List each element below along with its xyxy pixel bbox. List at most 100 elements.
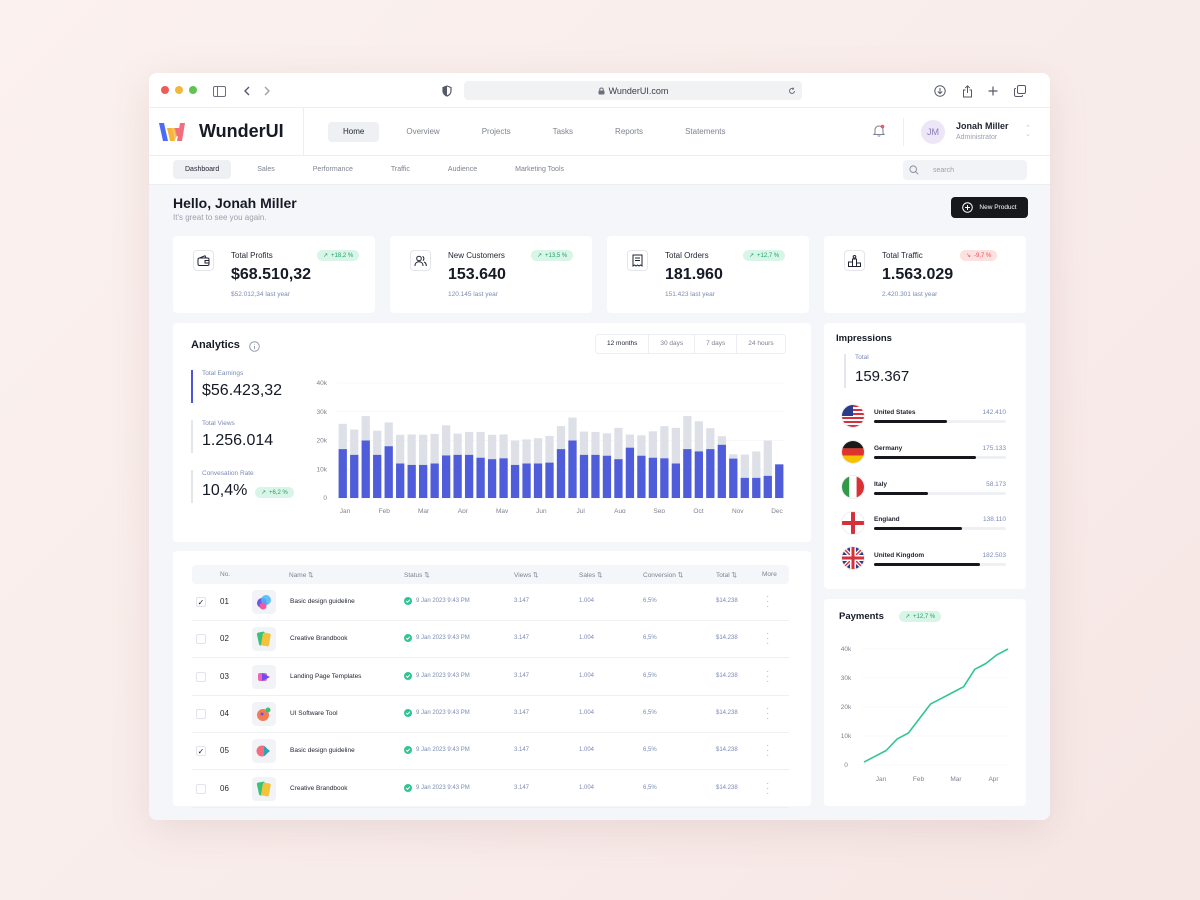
kpi-last-year: 2.420.301 last year [882,291,938,298]
sort-icon: ⇅ [424,572,430,579]
row-checkbox[interactable]: ✓ [196,746,206,757]
download-icon[interactable] [932,83,948,99]
nav-tab-overview[interactable]: Overview [406,127,440,136]
table-row[interactable]: 06 Creative Brandbook 9 Jan 2023 9:43 PM 3.… [192,771,789,808]
row-conversion: 6,5% [643,635,657,642]
bar-background [763,440,772,498]
plus-circle-icon [962,202,974,213]
sidebar-toggle-icon[interactable] [211,83,227,99]
more-options-icon[interactable]: · · · [766,591,770,612]
bar-value [717,444,726,498]
subtab-performance[interactable]: Performance [312,166,353,173]
subtab-audience[interactable]: Audience [447,166,478,173]
kpi-card-total-profits: Total Profits $68.510,32 $52.012,34 last… [173,236,375,313]
bar-background [740,454,749,498]
nav-tab-projects[interactable]: Projects [481,127,511,136]
england-flag-icon [842,512,864,534]
progress-fill [874,492,929,495]
bar-value [729,458,738,498]
back-icon[interactable] [239,83,255,99]
search-input[interactable]: search [903,160,1027,180]
nav-tab-home[interactable]: Home [328,122,380,142]
product-name[interactable]: Landing Page Templates [290,672,362,680]
new-tab-icon[interactable] [985,83,1001,99]
main-nav: Home Overview Projects Tasks Reports Sta… [328,122,753,142]
kpi-badge: ↗ +13,5 % [531,250,574,261]
table-row[interactable]: 02 Creative Brandbook 9 Jan 2023 9:43 PM 3.… [192,621,789,659]
row-conversion: 6,5% [643,709,657,716]
nav-tab-reports[interactable]: Reports [615,127,644,136]
subtab-sales[interactable]: Sales [257,166,275,173]
row-checkbox[interactable] [196,708,206,719]
avatar[interactable]: JM [921,120,945,144]
column-header-views[interactable]: Views ⇅ [514,571,539,579]
column-header-conversion[interactable]: Conversion ⇅ [643,571,683,579]
product-name[interactable]: UI Software Tool [290,709,338,717]
table-row[interactable]: 04 UI Software Tool 9 Jan 2023 9:43 PM 3.14… [192,696,789,733]
row-checkbox[interactable] [196,783,206,794]
more-options-icon[interactable]: · · · [766,665,770,687]
y-tick-label: 10k [841,733,852,740]
shield-icon[interactable] [439,83,455,99]
row-checkbox[interactable]: ✓ [196,597,206,607]
trend-up-icon: ↗ [323,253,329,259]
table-row[interactable]: 03 Landing Page Templates 9 Jan 2023 9:43 … [192,659,789,696]
table-row[interactable]: ✓ 01 Basic design guideline 9 Jan 2023 9:43… [192,584,789,621]
share-icon[interactable] [959,83,975,99]
kpi-title: Total Traffic [882,251,923,260]
row-conversion: 6,5% [643,747,657,754]
product-name[interactable]: Basic design guideline [290,747,355,755]
stat-total-earnings: Total Earnings $56.423,32 [191,370,282,403]
user-menu-chevron-icon[interactable]: ⌃ ⌄ [1025,125,1031,138]
column-header-name[interactable]: Name ⇅ [289,571,314,579]
more-options-icon[interactable]: · · · [766,777,770,799]
nav-tab-tasks[interactable]: Tasks [552,127,574,136]
row-checkbox[interactable] [196,671,206,682]
kpi-card-total-orders: Total Orders 181.960 151.423 last year ↗… [607,236,809,313]
x-tick-label: May [496,508,509,513]
row-total: $14.238 [716,784,738,791]
podium-icon [844,250,865,271]
period-30-days[interactable]: 30 days [649,335,696,353]
product-name[interactable]: Basic design guideline [290,598,355,605]
country-name: Germany [874,445,903,452]
column-header-sales[interactable]: Sales ⇅ [579,571,603,579]
column-header-status[interactable]: Status ⇅ [404,571,430,579]
minimize-window-dot[interactable] [175,86,183,94]
zoom-window-dot[interactable] [189,86,197,94]
bar-value [694,451,703,498]
kpi-last-year: $52.012,34 last year [231,291,290,298]
product-name[interactable]: Creative Brandbook [290,784,348,792]
more-options-icon[interactable]: · · · [766,702,770,724]
reload-icon[interactable] [788,86,796,95]
table-row[interactable]: ✓ 05 Basic design guideline 9 Jan 2023 9:43… [192,733,789,771]
bar-value [706,449,715,498]
period-7-days[interactable]: 7 days [695,335,738,353]
subtab-marketing-tools[interactable]: Marketing Tools [515,166,565,173]
bar-value [579,454,589,498]
product-name[interactable]: Creative Brandbook [290,635,348,643]
info-icon[interactable] [249,341,260,352]
tabs-overview-icon[interactable] [1012,83,1028,99]
subtab-dashboard[interactable]: Dashboard [173,160,232,179]
period-12-months[interactable]: 12 months [596,335,650,353]
stat-label: Total Views [202,420,235,427]
notification-bell-icon[interactable] [872,124,886,142]
new-product-button[interactable]: New Product [951,197,1028,218]
row-checkbox[interactable] [196,634,206,645]
stat-conversation-rate: Convesation Rate 10,4% [191,470,254,503]
user-name[interactable]: Jonah Miller [956,121,1009,131]
more-options-icon[interactable]: · · · [766,628,770,650]
period-24-hours[interactable]: 24 hours [748,340,774,347]
sort-icon: ⇅ [533,572,539,579]
logo[interactable]: WunderUI [159,121,284,142]
x-tick-label: Dec [771,508,783,513]
subtab-traffic[interactable]: Traffic [390,166,410,173]
more-options-icon[interactable]: · · · [766,740,770,762]
bar-value [568,440,577,498]
address-bar[interactable]: WunderUI.com [464,81,802,100]
forward-icon[interactable] [259,83,275,99]
nav-tab-statements[interactable]: Statements [685,127,726,136]
close-window-dot[interactable] [161,86,169,94]
column-header-total[interactable]: Total ⇅ [716,571,737,579]
